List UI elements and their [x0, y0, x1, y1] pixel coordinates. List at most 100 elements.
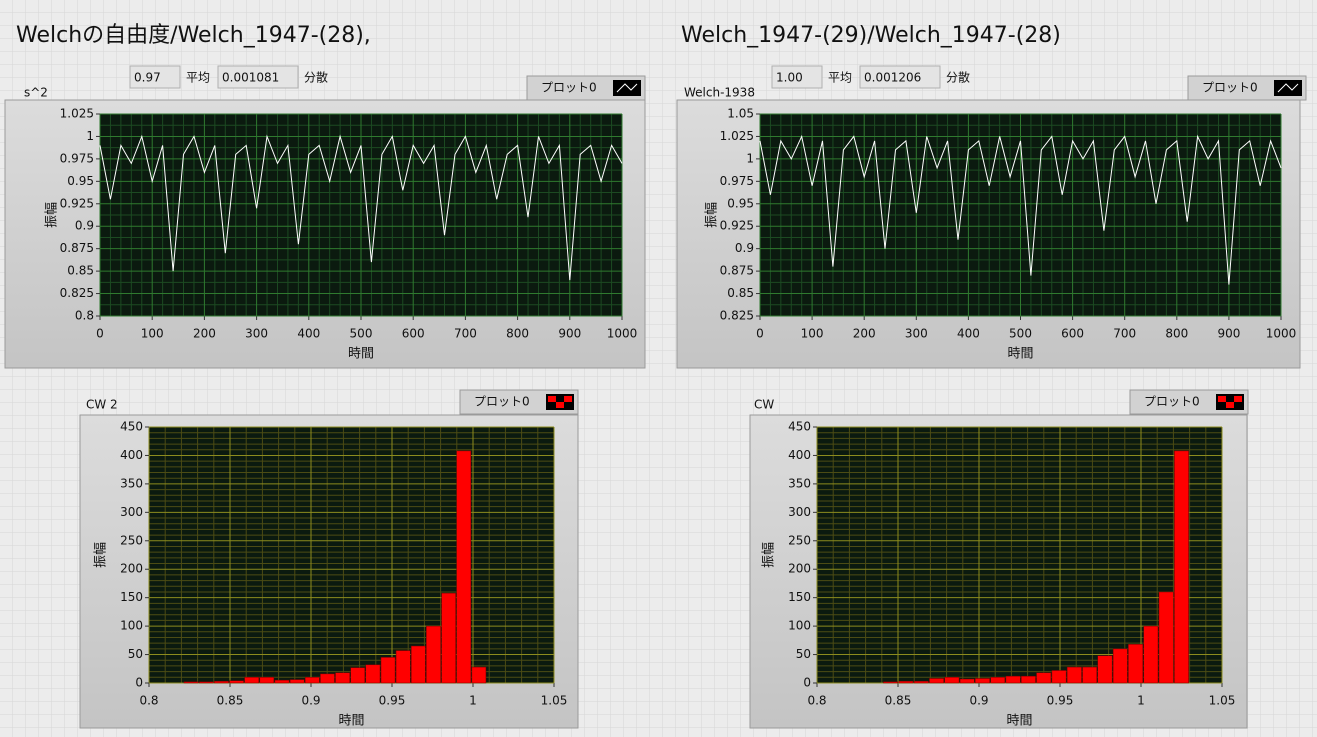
- y-axis-label: 振幅: [705, 202, 720, 228]
- indicator-label: 平均: [828, 71, 852, 85]
- x-tick-label: 700: [454, 327, 477, 341]
- histogram-bar: [898, 681, 914, 684]
- y-tick-label: 0.825: [720, 309, 754, 323]
- histogram-bar: [1082, 666, 1098, 684]
- legend-swatch-pattern: [1234, 396, 1242, 402]
- x-tick-label: 0.95: [379, 694, 406, 708]
- legend-text: プロット0: [1144, 395, 1200, 409]
- y-tick-label: 400: [120, 448, 143, 462]
- y-tick-label: 1.025: [720, 129, 754, 143]
- y-axis-label: 振幅: [762, 542, 777, 568]
- indicator-box: [859, 65, 941, 89]
- histogram-bar: [1005, 675, 1021, 684]
- indicator-value: 0.001081: [222, 71, 279, 85]
- histogram-bar: [990, 677, 1006, 684]
- y-tick-label: 0.925: [720, 219, 754, 233]
- histogram-bar: [441, 592, 456, 684]
- heading: Welchの自由度/Welch_1947-(28),: [16, 23, 371, 48]
- y-tick-label: 0.825: [60, 286, 94, 300]
- legend-swatch-pattern: [564, 396, 572, 402]
- histogram-bar: [395, 650, 411, 684]
- x-axis-label: 時間: [338, 714, 364, 729]
- x-axis-label: 時間: [1007, 347, 1033, 362]
- histogram-bar: [380, 657, 396, 684]
- legend-swatch: [1274, 80, 1302, 96]
- histogram-bar: [426, 625, 441, 684]
- y-tick-label: 200: [788, 562, 811, 576]
- y-tick-label: 0.85: [727, 286, 754, 300]
- y-tick-label: 0.9: [735, 241, 754, 255]
- y-tick-label: 0.875: [60, 241, 94, 255]
- histogram-bar: [229, 680, 244, 684]
- y-tick-label: 450: [120, 420, 143, 434]
- x-tick-label: 0: [96, 327, 104, 341]
- y-tick-label: 300: [788, 505, 811, 519]
- indicator-box: [771, 65, 823, 89]
- x-tick-label: 1000: [607, 327, 638, 341]
- x-tick-label: 1: [469, 694, 477, 708]
- data-line: [759, 134, 1282, 285]
- y-tick-label: 150: [120, 590, 143, 604]
- y-tick-label: 1.05: [727, 107, 754, 121]
- y-tick-label: 0.875: [720, 264, 754, 278]
- x-tick-label: 1.05: [541, 694, 568, 708]
- indicator-label: 分散: [304, 70, 328, 85]
- histogram-bar: [929, 678, 944, 684]
- histogram-bar: [1143, 625, 1159, 684]
- y-tick-label: 400: [788, 448, 811, 462]
- histogram-bar: [471, 666, 487, 684]
- y-tick-label: 0.95: [67, 174, 94, 188]
- x-tick-label: 1.05: [1209, 694, 1236, 708]
- y-tick-label: 0.85: [67, 264, 94, 278]
- histogram-bar: [350, 667, 366, 684]
- histogram-bar: [1066, 666, 1082, 684]
- indicator-label: 平均: [186, 71, 210, 85]
- x-tick-label: 0.8: [807, 694, 826, 708]
- histogram-bar: [183, 681, 199, 684]
- y-axis-label: 振幅: [45, 202, 60, 228]
- y-tick-label: 0.925: [60, 196, 94, 210]
- legend-text: プロット0: [541, 81, 597, 95]
- y-tick-label: 100: [120, 619, 143, 633]
- histogram-bar: [1036, 672, 1052, 684]
- histogram-bar: [1128, 644, 1144, 684]
- x-tick-label: 300: [905, 327, 928, 341]
- histogram-bar: [913, 681, 929, 684]
- histogram-bar: [975, 678, 990, 684]
- histogram-bar: [289, 679, 305, 684]
- x-tick-label: 400: [297, 327, 320, 341]
- y-tick-label: 350: [120, 476, 143, 490]
- x-tick-label: 700: [1113, 327, 1136, 341]
- x-tick-label: 900: [558, 327, 581, 341]
- legend-swatch-pattern: [1218, 396, 1226, 402]
- x-tick-label: 100: [801, 327, 824, 341]
- histogram-bar: [274, 679, 290, 684]
- x-tick-label: 200: [853, 327, 876, 341]
- indicator-box: [129, 65, 181, 89]
- y-tick-label: 0.95: [727, 196, 754, 210]
- y-tick-label: 150: [788, 590, 811, 604]
- y-tick-label: 1.025: [60, 107, 94, 121]
- histogram-bar: [411, 645, 426, 684]
- y-tick-label: 350: [788, 476, 811, 490]
- x-tick-label: 0.95: [1047, 694, 1074, 708]
- x-tick-label: 400: [957, 327, 980, 341]
- histogram-bar: [198, 681, 214, 684]
- graph-label: Welch-1938: [684, 86, 755, 100]
- legend-swatch-line: [616, 83, 638, 93]
- plot-area: [149, 427, 554, 683]
- y-tick-label: 300: [120, 505, 143, 519]
- indicator-value: 0.97: [134, 71, 161, 85]
- x-tick-label: 600: [402, 327, 425, 341]
- histogram-bar: [1051, 670, 1067, 684]
- graph-label: CW 2: [86, 398, 118, 412]
- y-tick-label: 1: [86, 129, 94, 143]
- legend-swatch-pattern: [1226, 402, 1234, 408]
- histogram-bar: [244, 677, 260, 684]
- indicator-label: 分散: [946, 70, 970, 85]
- x-tick-label: 100: [141, 327, 164, 341]
- histogram-bar: [1112, 648, 1128, 684]
- legend-swatch-pattern: [556, 402, 564, 408]
- x-tick-label: 500: [1009, 327, 1032, 341]
- y-tick-label: 450: [788, 420, 811, 434]
